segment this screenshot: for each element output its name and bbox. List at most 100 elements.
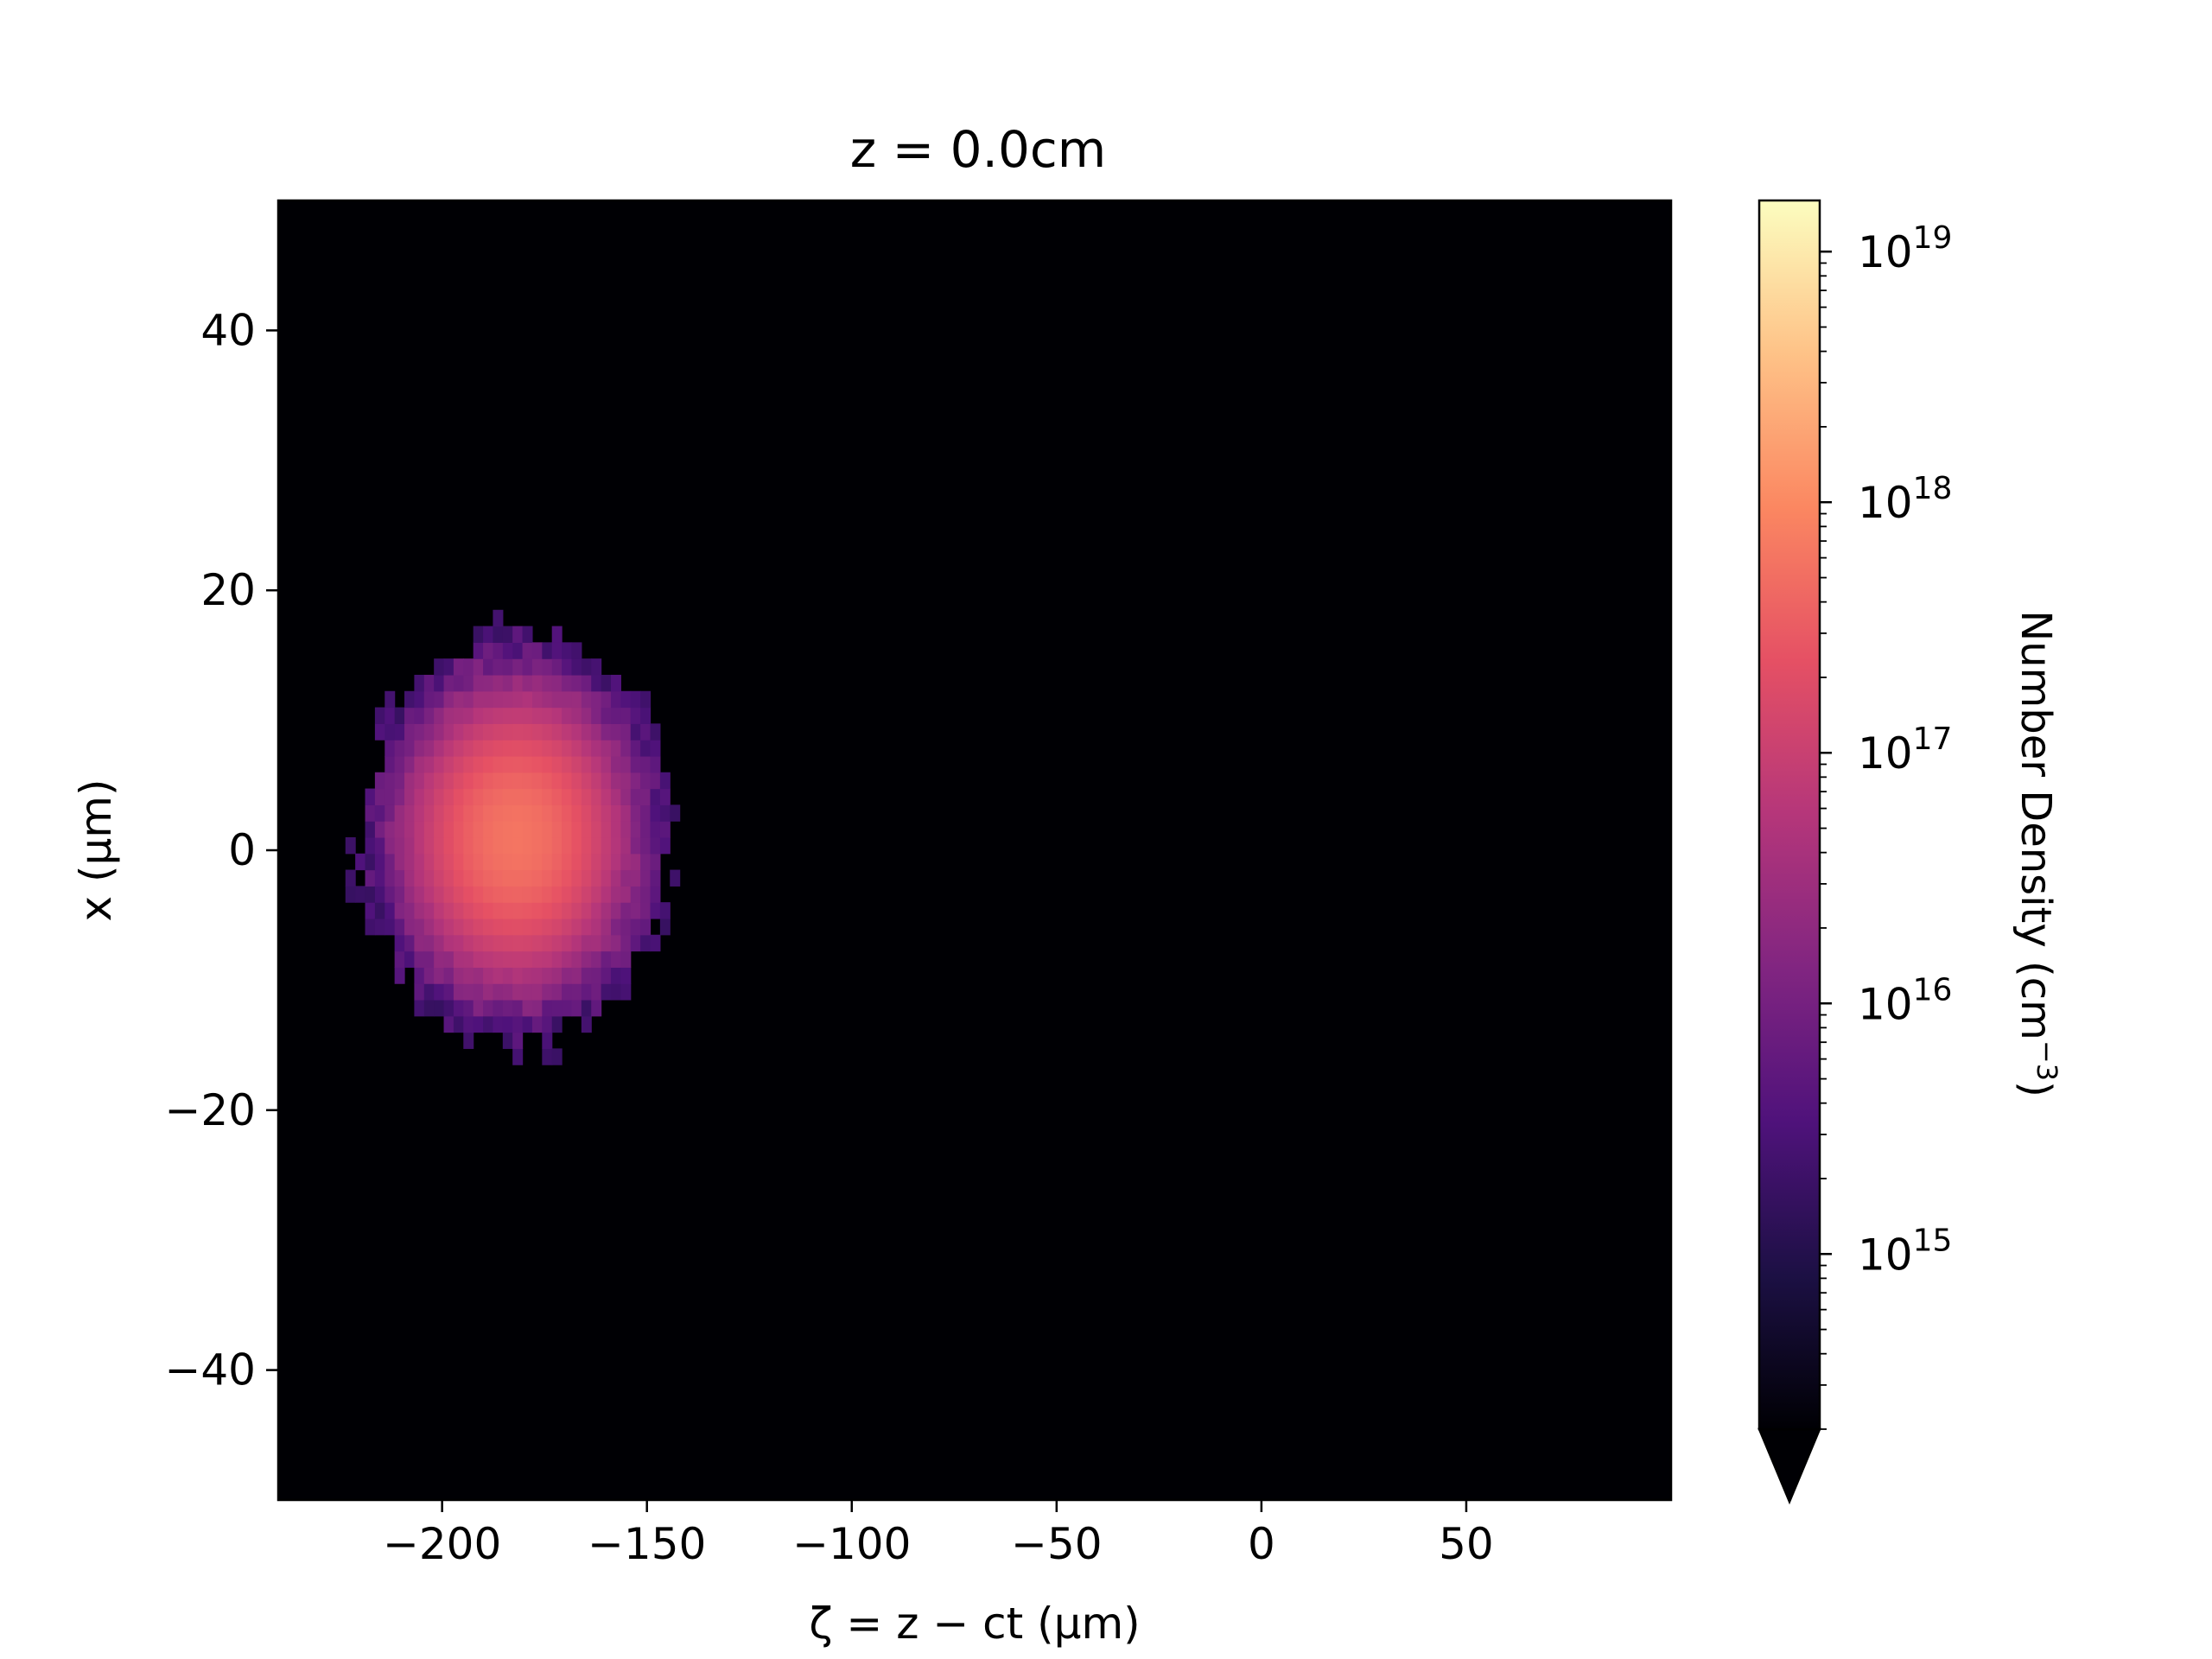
heatmap-cell (502, 723, 513, 741)
heatmap-cell (531, 886, 543, 903)
heatmap-cell (650, 821, 661, 838)
heatmap-cell (659, 804, 671, 822)
heatmap-cell (493, 983, 504, 1001)
heatmap-cell (591, 853, 602, 871)
heatmap-cell (483, 674, 494, 692)
heatmap-cell (531, 967, 543, 984)
heatmap-cell (610, 788, 621, 805)
heatmap-cell (493, 723, 504, 741)
heatmap-cell (453, 967, 464, 984)
heatmap-cell (483, 886, 494, 903)
heatmap-cell (434, 772, 445, 790)
heatmap-cell (512, 674, 524, 692)
heatmap-cell (473, 853, 484, 871)
heatmap-cell (522, 836, 533, 855)
heatmap-cell (463, 755, 474, 773)
y-tick-label: −40 (164, 1345, 256, 1395)
heatmap-cell (571, 902, 582, 919)
heatmap-cell (473, 772, 484, 790)
heatmap-cell (512, 772, 524, 790)
heatmap-cell (620, 772, 632, 790)
heatmap-cell (512, 967, 524, 984)
heatmap-cell (650, 836, 661, 855)
heatmap-cell (414, 772, 425, 790)
heatmap-cell (522, 707, 533, 724)
heatmap-cell (522, 886, 533, 903)
heatmap-cell (374, 902, 385, 919)
heatmap-cell (374, 918, 385, 936)
heatmap-cell (620, 983, 632, 1001)
heatmap-cell (434, 674, 445, 692)
heatmap-cell (502, 967, 513, 984)
heatmap-cell (531, 934, 543, 952)
heatmap-cell (551, 1015, 563, 1033)
heatmap-cell (374, 788, 385, 805)
heatmap-cell (630, 869, 641, 887)
heatmap-cell (640, 690, 652, 709)
heatmap-cell (571, 869, 582, 887)
heatmap-cell (394, 918, 405, 936)
heatmap-cell (453, 755, 464, 773)
heatmap-cell (591, 869, 602, 887)
heatmap-cell (473, 983, 484, 1001)
heatmap-cell (630, 723, 641, 741)
heatmap-cell (483, 804, 494, 822)
heatmap-cell (531, 740, 543, 757)
heatmap-cell (374, 821, 385, 838)
heatmap-cell (562, 836, 573, 855)
heatmap-cell (404, 690, 416, 709)
heatmap-cell (493, 853, 504, 871)
heatmap-cell (531, 723, 543, 741)
heatmap-cell (414, 740, 425, 757)
heatmap-cell (562, 788, 573, 805)
heatmap-cell (512, 934, 524, 952)
heatmap-cell (443, 902, 454, 919)
heatmap-cell (601, 690, 612, 709)
heatmap-cell (562, 804, 573, 822)
heatmap-cell (493, 690, 504, 709)
heatmap-cell (385, 690, 396, 709)
heatmap-cell (483, 918, 494, 936)
heatmap-cell (522, 788, 533, 805)
heatmap-cell (620, 902, 632, 919)
heatmap-cell (453, 772, 464, 790)
heatmap-cell (493, 755, 504, 773)
heatmap-cell (571, 950, 582, 968)
heatmap-cell (571, 836, 582, 855)
colorbar-gradient (1759, 200, 1820, 1429)
heatmap-cell (591, 934, 602, 952)
heatmap-cell (463, 658, 474, 676)
heatmap-cell (493, 658, 504, 676)
heatmap-cell (385, 740, 396, 757)
heatmap-cell (404, 950, 416, 968)
heatmap-cell (670, 804, 681, 822)
heatmap-cell (473, 740, 484, 757)
heatmap-cell (385, 869, 396, 887)
heatmap-cell (591, 788, 602, 805)
heatmap-cell (443, 967, 454, 984)
heatmap-cell (581, 723, 592, 741)
heatmap-cell (630, 821, 641, 838)
heatmap-cell (365, 788, 376, 805)
heatmap-cell (542, 642, 553, 659)
heatmap-cell (551, 934, 563, 952)
heatmap-cell (453, 886, 464, 903)
heatmap-cell (601, 918, 612, 936)
heatmap-cell (571, 821, 582, 838)
heatmap-cell (542, 755, 553, 773)
heatmap-cell (493, 674, 504, 692)
heatmap-cell (423, 967, 435, 984)
heatmap-cell (542, 788, 553, 805)
heatmap-cell (512, 886, 524, 903)
heatmap-cell (355, 886, 366, 903)
heatmap-cell (394, 740, 405, 757)
heatmap-cell (365, 836, 376, 855)
heatmap-cell (620, 723, 632, 741)
heatmap-cell (562, 934, 573, 952)
heatmap-cell (374, 707, 385, 724)
heatmap-cell (640, 869, 652, 887)
heatmap-cell (512, 1015, 524, 1033)
heatmap-cell (512, 804, 524, 822)
heatmap-cell (659, 772, 671, 790)
heatmap-cell (423, 690, 435, 709)
